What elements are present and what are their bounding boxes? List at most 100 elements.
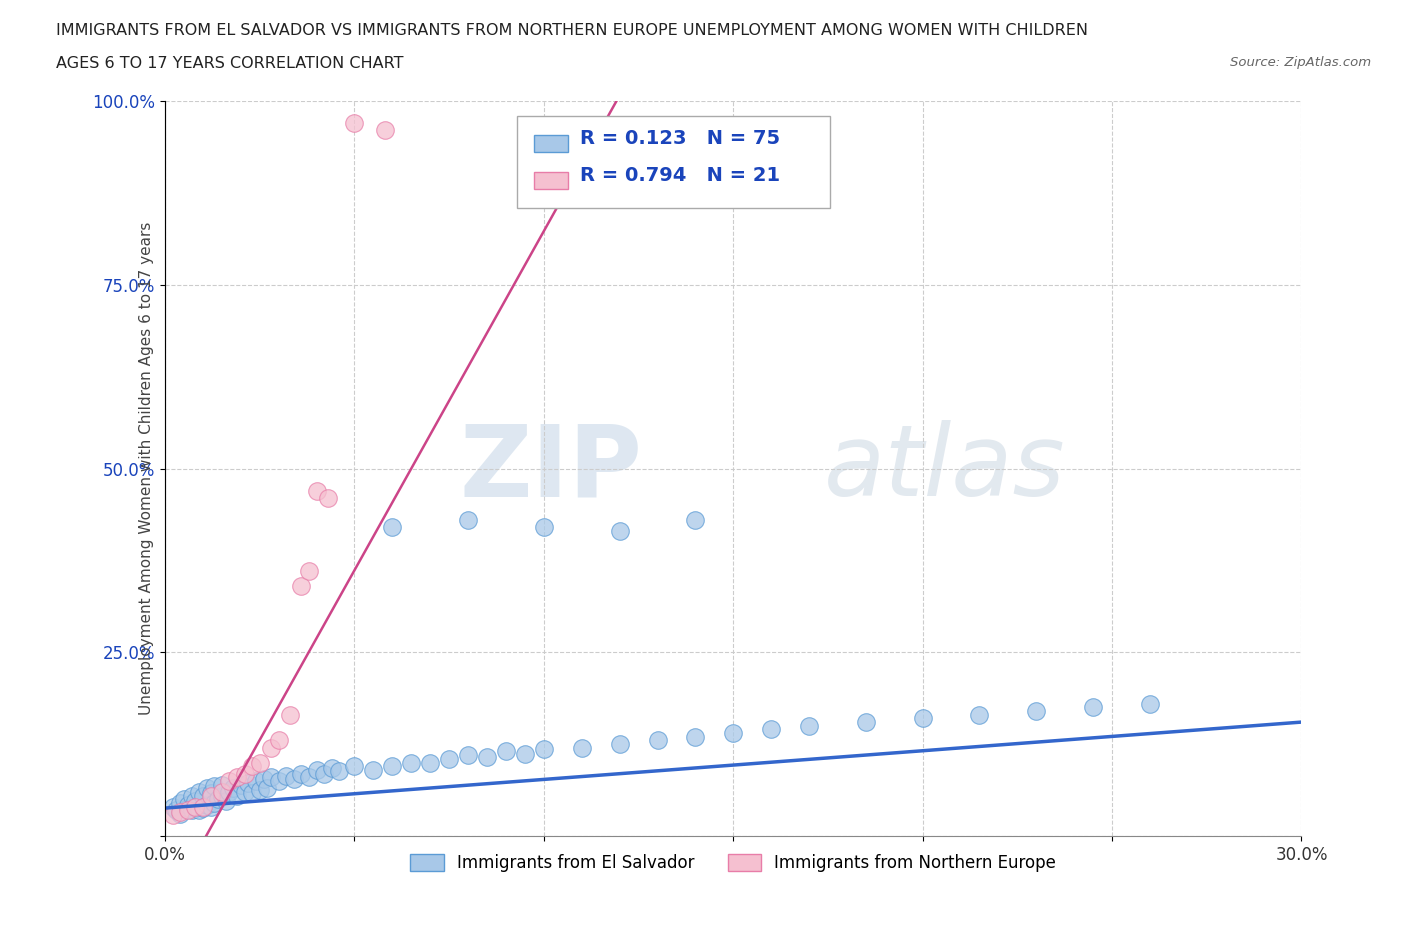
Point bbox=[177, 803, 200, 817]
Point bbox=[685, 729, 707, 744]
Point bbox=[200, 786, 222, 801]
Point bbox=[229, 777, 252, 792]
Point bbox=[218, 785, 240, 800]
Point bbox=[267, 733, 290, 748]
Legend: Immigrants from El Salvador, Immigrants from Northern Europe: Immigrants from El Salvador, Immigrants … bbox=[404, 847, 1063, 879]
Point bbox=[245, 774, 267, 789]
Text: IMMIGRANTS FROM EL SALVADOR VS IMMIGRANTS FROM NORTHERN EUROPE UNEMPLOYMENT AMON: IMMIGRANTS FROM EL SALVADOR VS IMMIGRANT… bbox=[56, 23, 1088, 38]
Point bbox=[457, 748, 479, 763]
Point bbox=[298, 770, 321, 785]
Point bbox=[374, 123, 396, 138]
Point bbox=[184, 799, 207, 814]
FancyBboxPatch shape bbox=[534, 135, 568, 153]
Point bbox=[260, 740, 283, 755]
Point bbox=[475, 750, 498, 764]
Point bbox=[381, 759, 404, 774]
Point bbox=[533, 742, 555, 757]
Point bbox=[249, 783, 271, 798]
Point bbox=[1081, 700, 1104, 715]
Point bbox=[533, 520, 555, 535]
FancyBboxPatch shape bbox=[534, 172, 568, 189]
Point bbox=[759, 722, 782, 737]
Point bbox=[200, 799, 222, 814]
Point bbox=[165, 803, 187, 817]
Point bbox=[609, 524, 631, 538]
Point bbox=[184, 793, 207, 808]
Point bbox=[188, 785, 211, 800]
Point bbox=[222, 781, 245, 796]
Point bbox=[173, 791, 195, 806]
Point bbox=[233, 785, 256, 800]
Point bbox=[513, 746, 536, 761]
Point bbox=[162, 808, 184, 823]
Point bbox=[1139, 697, 1161, 711]
Point bbox=[419, 755, 441, 770]
Text: Source: ZipAtlas.com: Source: ZipAtlas.com bbox=[1230, 56, 1371, 69]
Point bbox=[195, 798, 218, 813]
Text: ZIP: ZIP bbox=[460, 420, 643, 517]
Point bbox=[256, 781, 278, 796]
Point bbox=[207, 791, 229, 806]
Point bbox=[723, 725, 745, 740]
Point bbox=[290, 766, 312, 781]
Point bbox=[180, 788, 202, 803]
Point bbox=[321, 761, 343, 776]
Text: atlas: atlas bbox=[824, 420, 1066, 517]
Point bbox=[283, 771, 305, 786]
Point bbox=[609, 737, 631, 751]
Text: R = 0.794   N = 21: R = 0.794 N = 21 bbox=[579, 166, 780, 185]
Point bbox=[911, 711, 934, 725]
Point bbox=[202, 778, 225, 793]
Point bbox=[276, 768, 298, 783]
Point bbox=[855, 714, 877, 729]
Point bbox=[162, 799, 184, 814]
Point bbox=[316, 490, 339, 505]
Point bbox=[180, 803, 202, 817]
Text: AGES 6 TO 17 YEARS CORRELATION CHART: AGES 6 TO 17 YEARS CORRELATION CHART bbox=[56, 56, 404, 71]
Point bbox=[305, 484, 328, 498]
Text: R = 0.123   N = 75: R = 0.123 N = 75 bbox=[579, 129, 780, 148]
Point bbox=[177, 801, 200, 816]
Point bbox=[226, 788, 249, 803]
Point bbox=[249, 755, 271, 770]
Point bbox=[211, 785, 233, 800]
Point bbox=[184, 799, 207, 814]
Point bbox=[290, 578, 312, 593]
Point bbox=[218, 774, 240, 789]
Point bbox=[685, 512, 707, 527]
Point bbox=[177, 798, 200, 813]
Point bbox=[191, 801, 214, 816]
Point bbox=[969, 708, 991, 723]
Point bbox=[343, 115, 366, 130]
Point bbox=[169, 806, 191, 821]
Point bbox=[305, 763, 328, 777]
Point bbox=[363, 763, 385, 777]
Point bbox=[457, 512, 479, 527]
Point bbox=[437, 751, 460, 766]
Point bbox=[214, 793, 236, 808]
Point bbox=[1025, 704, 1047, 719]
Point bbox=[238, 776, 260, 790]
Point bbox=[260, 770, 283, 785]
Point bbox=[202, 795, 225, 810]
Point bbox=[328, 764, 350, 778]
Point bbox=[191, 799, 214, 814]
Point bbox=[191, 788, 214, 803]
Point bbox=[401, 755, 423, 770]
FancyBboxPatch shape bbox=[517, 115, 830, 207]
Point bbox=[211, 777, 233, 792]
Point bbox=[571, 740, 593, 755]
Y-axis label: Unemployment Among Women with Children Ages 6 to 17 years: Unemployment Among Women with Children A… bbox=[139, 222, 153, 715]
Point bbox=[240, 759, 263, 774]
Point bbox=[188, 802, 211, 817]
Point bbox=[381, 520, 404, 535]
Point bbox=[278, 708, 301, 723]
Point bbox=[495, 744, 517, 759]
Point bbox=[240, 786, 263, 801]
Point bbox=[343, 759, 366, 774]
Point bbox=[252, 771, 274, 786]
Point bbox=[169, 805, 191, 820]
Point bbox=[797, 718, 820, 733]
Point bbox=[169, 795, 191, 810]
Point bbox=[233, 766, 256, 781]
